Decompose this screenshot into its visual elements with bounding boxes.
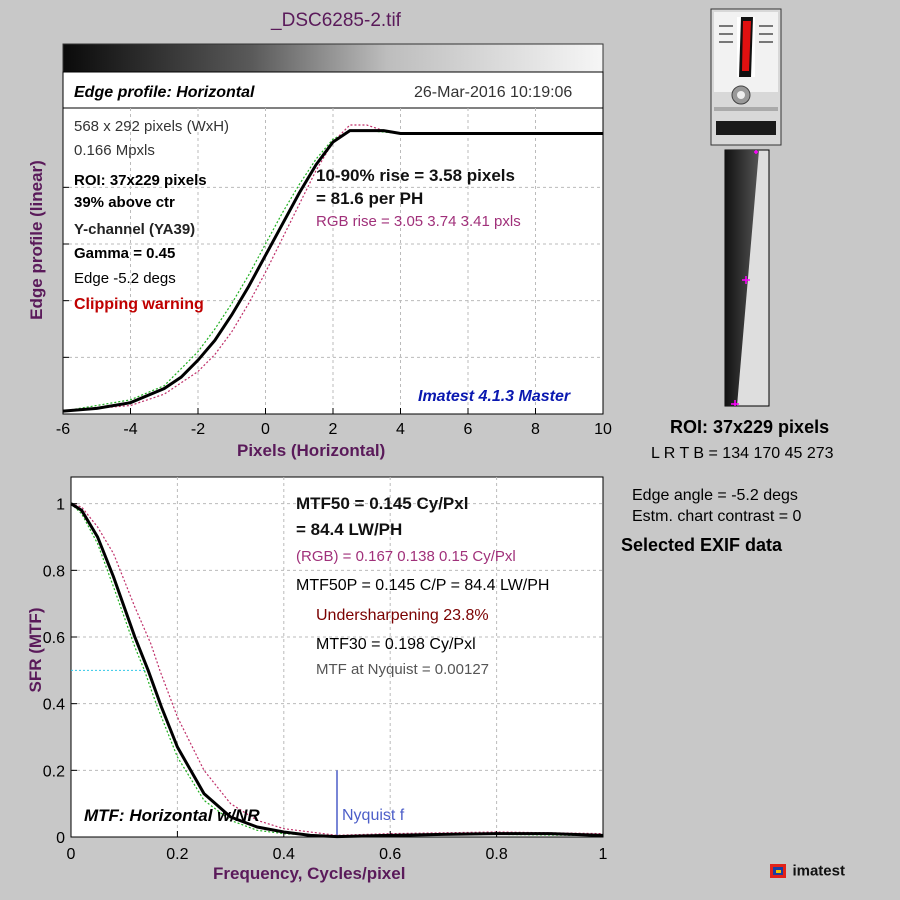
mtf-ticks: 0 0.2 0.4 0.6 0.8 1 0 0.2 0.4 0.6 0.8 1	[43, 497, 608, 863]
mtf-grid	[71, 477, 603, 837]
mtf-ytick-label: 1	[56, 497, 65, 514]
edge-xtick-label: -2	[191, 421, 205, 438]
mtf-ytick-label: 0	[56, 830, 65, 847]
rgb-mtf50: (RGB) = 0.167 0.138 0.15 Cy/Pxl	[296, 548, 516, 565]
edge-angle: Edge angle = -5.2 degs	[632, 487, 798, 504]
chart-contrast: Estm. chart contrast = 0	[632, 508, 802, 525]
mtf-xtick-label: 0.4	[273, 846, 295, 863]
edge-date: 26-Mar-2016 10:19:06	[414, 84, 573, 101]
mtf50-line1: MTF50 = 0.145 Cy/Pxl	[296, 494, 469, 513]
edge-grid	[63, 108, 603, 414]
edge-x-label: Pixels (Horizontal)	[237, 441, 386, 460]
nyquist-label: Nyquist f	[342, 807, 405, 824]
edge-above-ctr: 39% above ctr	[74, 194, 175, 211]
mtf-xtick-label: 0	[67, 846, 76, 863]
mtf-xtick-label: 0.8	[485, 846, 507, 863]
undersharpening: Undersharpening 23.8%	[316, 607, 489, 624]
page-title: _DSC6285-2.tif	[271, 10, 401, 31]
edge-mpxls: 0.166 Mpxls	[74, 142, 155, 159]
edge-header-title: Edge profile: Horizontal	[74, 84, 255, 101]
edge-xtick-label: 4	[396, 421, 405, 438]
right-lrtb: L R T B = 134 170 45 273	[651, 445, 834, 462]
rise-line2: = 81.6 per PH	[316, 189, 424, 208]
edge-channel: Y-channel (YA39)	[74, 221, 196, 238]
mtf50-line2: = 84.4 LW/PH	[296, 520, 403, 539]
mtf-series	[70, 502, 604, 839]
roi-strip	[724, 149, 770, 407]
edge-xtick-label: -4	[123, 421, 137, 438]
edge-series-line-0	[62, 129, 603, 413]
edge-xtick-label: 8	[531, 421, 540, 438]
clipping-warning: Clipping warning	[74, 296, 204, 313]
chart-thumbnail	[710, 8, 782, 146]
edge-x-ticks: -6 -4 -2 0 2 4 6 8 10	[56, 408, 612, 438]
mtf-series-line-2	[70, 503, 604, 837]
edge-xtick-label: 10	[594, 421, 612, 438]
edge-gamma: Gamma = 0.45	[74, 245, 176, 262]
mtf-ytick-label: 0.2	[43, 763, 65, 780]
imatest-logo-icon	[770, 864, 786, 878]
edge-gradient-bar	[62, 43, 604, 73]
edge-size-text: 568 x 292 pixels (WxH)	[74, 118, 230, 135]
exif-title: Selected EXIF data	[621, 535, 783, 555]
version-label: Imatest 4.1.3 Master	[418, 388, 571, 405]
edge-xtick-label: 0	[261, 421, 270, 438]
mtf-ytick-label: 0.4	[43, 697, 65, 714]
mtf-series-line-0	[70, 502, 604, 839]
rise-line1: 10-90% rise = 3.58 pixels	[316, 166, 515, 185]
mtf-xtick-label: 1	[599, 846, 608, 863]
nyquist-mtf: MTF at Nyquist = 0.00127	[316, 661, 489, 678]
mtf-xtick-label: 0.6	[379, 846, 401, 863]
edge-roi: ROI: 37x229 pixels	[74, 172, 207, 189]
mtf-ytick-label: 0.6	[43, 630, 65, 647]
rgb-rise: RGB rise = 3.05 3.74 3.41 pxls	[316, 213, 521, 230]
mtf50p: MTF50P = 0.145 C/P = 84.4 LW/PH	[296, 577, 550, 594]
mtf-plot-label: MTF: Horizontal w/NR	[84, 806, 260, 825]
mtf-x-label: Frequency, Cycles/pixel	[213, 864, 406, 883]
mtf-ytick-label: 0.8	[43, 563, 65, 580]
mtf-y-label: SFR (MTF)	[26, 607, 45, 693]
edge-xtick-label: -6	[56, 421, 70, 438]
right-roi: ROI: 37x229 pixels	[670, 417, 830, 437]
edge-xtick-label: 2	[329, 421, 338, 438]
mtf-xtick-label: 0.2	[166, 846, 188, 863]
imatest-logo-text: imatest	[792, 862, 845, 880]
edge-profile-chart: -6 -4 -2 0 2 4 6 8 10	[56, 43, 612, 438]
edge-xtick-label: 6	[464, 421, 473, 438]
edge-series	[62, 124, 603, 413]
mtf30: MTF30 = 0.198 Cy/Pxl	[316, 636, 476, 653]
edge-angle-text: Edge -5.2 degs	[74, 270, 176, 287]
imatest-logo: imatest	[768, 862, 845, 880]
